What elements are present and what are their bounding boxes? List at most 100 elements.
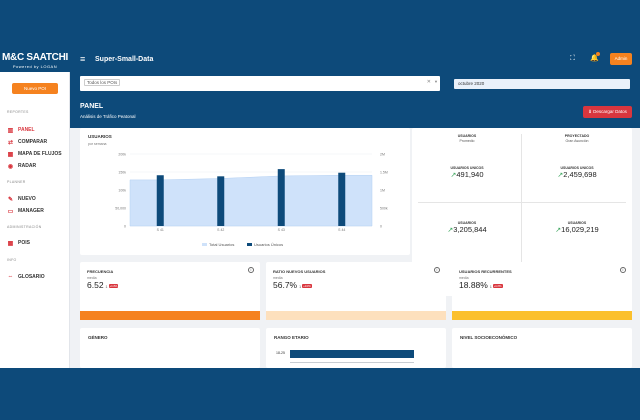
x-tick-label: S 42 <box>217 228 224 232</box>
download-icon: ⬇ <box>588 109 592 114</box>
date-picker[interactable]: octubre 2020 <box>454 79 630 89</box>
sidebar-item-glosario[interactable]: ⇔ GLOSARIO <box>7 274 45 280</box>
app-title: Super-Small-Data <box>95 56 154 63</box>
poi-select[interactable]: Todos los POIs ✕ ▼ <box>80 76 440 91</box>
right-tick-label: 500k <box>380 207 388 211</box>
grid-icon: ▦ <box>7 240 14 247</box>
unique-users-bar <box>217 176 225 226</box>
hamburger-menu-icon[interactable]: ≡ <box>80 54 86 64</box>
divider <box>521 134 522 290</box>
page-subtitle: Análisis de Tráfico Peatonal <box>80 114 136 119</box>
right-tick-label: 2M <box>380 153 385 157</box>
bell-icon[interactable]: 🔔 <box>590 55 599 62</box>
nav-section-planner: PLANNER <box>7 180 26 184</box>
nav-section-administracion: ADMINISTRACIÓN <box>7 225 42 229</box>
chart-bar-icon: ▥ <box>7 127 14 134</box>
left-tick-label: 0 <box>124 225 126 229</box>
trend-up-icon: ↗ <box>555 227 562 234</box>
right-tick-label: 0 <box>380 225 382 229</box>
poi-tag[interactable]: Todos los POIs <box>84 79 121 86</box>
sidebar: M&C SAATCHI Powered by LOGAN Nuevo POI R… <box>0 48 70 368</box>
x-tick-label: S 43 <box>278 228 285 232</box>
manager-icon: ▭ <box>7 208 14 215</box>
sidebar-item-panel[interactable]: ▥ PANEL <box>7 127 35 134</box>
left-tick-label: 200k <box>118 153 126 157</box>
rango-etario-card: RANGO ETARIO 18-25 <box>266 328 446 368</box>
clear-icon[interactable]: ✕ <box>426 79 431 85</box>
metric-sparkline <box>266 311 446 320</box>
logo-main: M&C SAATCHI <box>2 52 68 63</box>
sidebar-item-nuevo[interactable]: ✎ NUEVO <box>7 196 36 203</box>
unique-users-bar <box>156 175 164 226</box>
legend-swatch-unique <box>247 243 252 246</box>
page-heading: PANEL Análisis de Tráfico Peatonal ⬇ Des… <box>70 102 640 128</box>
map-icon: ▦ <box>7 151 14 158</box>
age-range-label: 18-25 <box>276 351 285 355</box>
top-band <box>0 0 640 48</box>
metric-sparkline <box>80 311 260 320</box>
stat-unique-users-projected: USUARIOS UNICOS ↗2,459,698 <box>557 166 597 179</box>
chart-subtitle: por semana <box>88 142 107 146</box>
notification-dot <box>596 52 600 56</box>
sidebar-item-comparar[interactable]: ⇄ COMPARAR <box>7 139 48 146</box>
stat-total-users: USUARIOS ↗3,205,844 <box>447 221 487 234</box>
compare-icon: ⇄ <box>7 139 14 146</box>
legend-total-users: Total Usuarios <box>209 242 234 247</box>
divider <box>418 202 626 203</box>
brand-logo: M&C SAATCHI Powered by LOGAN <box>0 48 70 72</box>
sidebar-item-pois[interactable]: ▦ POIS <box>7 240 30 247</box>
top-header: ≡ Super-Small-Data ⛶ 🔔 Admin <box>70 48 640 72</box>
left-tick-label: 150k <box>118 171 126 175</box>
legend-swatch-total <box>202 243 207 246</box>
total-users-area <box>129 174 373 227</box>
metric-card-ratio-nuevos: RATIO NUEVOS USUARIOS media 56.7% 1 +Inf% … <box>266 262 446 320</box>
right-tick-label: 1.5M <box>380 171 388 175</box>
unique-users-bar <box>277 169 285 226</box>
metric-card-recurrentes: USUARIOS RECURRENTES media 18.88% 1 +Inf% … <box>452 262 632 320</box>
user-menu-button[interactable]: Admin <box>610 53 632 65</box>
trend-up-icon: ↗ <box>450 172 457 179</box>
glossary-icon: ⇔ <box>7 274 14 280</box>
x-tick-label: S 41 <box>157 228 164 232</box>
radar-icon: ◉ <box>7 163 14 170</box>
stat-unique-users: USUARIOS UNICOS ↗491,940 <box>450 166 484 179</box>
chevron-down-icon[interactable]: ▼ <box>434 79 438 84</box>
users-chart-card: USUARIOS por semana 0 0 50,000 500k 100k 1M 15… <box>80 128 410 255</box>
bottom-band <box>0 368 640 420</box>
metric-card-frecuencia: FRECUENCIA media 6.52 1 +Inf% i <box>80 262 260 320</box>
nav-section-reportes: REPORTES <box>7 110 29 114</box>
download-data-button[interactable]: ⬇ Descargar Datos <box>583 106 632 118</box>
users-chart: 0 0 50,000 500k 100k 1M 150k 1.5M 200k 2M S 41 S 42… <box>115 153 388 248</box>
stat-usuarios-header: USUARIOS Promedio <box>457 134 477 143</box>
left-tick-label: 100k <box>118 189 126 193</box>
chart-title: USUARIOS <box>88 134 112 139</box>
fullscreen-icon[interactable]: ⛶ <box>570 55 575 62</box>
unique-users-bar <box>338 172 346 226</box>
info-icon[interactable]: i <box>620 267 626 273</box>
app-window: M&C SAATCHI Powered by LOGAN Nuevo POI R… <box>0 48 640 368</box>
sidebar-item-mapa-de-flujos[interactable]: ▦ MAPA DE FLUJOS <box>7 151 62 158</box>
stat-total-users-projected: USUARIOS ↗16,029,219 <box>555 221 599 234</box>
metric-sparkline <box>452 311 632 320</box>
right-tick-label: 1M <box>380 189 385 193</box>
legend-unique-users: Usuarios Únicos <box>254 242 283 247</box>
left-tick-label: 50,000 <box>115 207 126 211</box>
sidebar-item-manager[interactable]: ▭ MANAGER <box>7 208 44 215</box>
page-title: PANEL <box>80 103 104 110</box>
x-tick-label: S 44 <box>338 228 345 232</box>
genero-card: GÉNERO <box>80 328 260 368</box>
new-poi-button[interactable]: Nuevo POI <box>12 83 58 94</box>
info-icon[interactable]: i <box>434 267 440 273</box>
trend-up-icon: ↗ <box>447 227 454 234</box>
filter-bar: Todos los POIs ✕ ▼ octubre 2020 <box>70 72 640 102</box>
nav-section-info: INFO <box>7 258 17 262</box>
stat-proyectado-header: PROYECTADO Gran Asunción <box>564 134 590 143</box>
sidebar-item-radar[interactable]: ◉ RADAR <box>7 163 37 170</box>
trend-up-icon: ↗ <box>557 172 564 179</box>
age-range-bar <box>290 350 414 358</box>
info-icon[interactable]: i <box>248 267 254 273</box>
pencil-icon: ✎ <box>7 196 14 203</box>
nivel-socioeconomico-card: NIVEL SOCIOECONÓMICO <box>452 328 632 368</box>
age-range-bar-2 <box>290 362 414 363</box>
logo-sub: Powered by LOGAN <box>12 64 58 69</box>
